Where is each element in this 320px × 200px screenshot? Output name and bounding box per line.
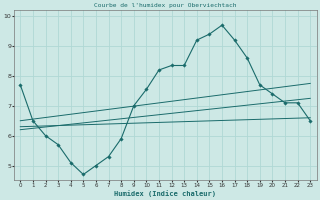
X-axis label: Humidex (Indice chaleur): Humidex (Indice chaleur) — [114, 190, 216, 197]
Title: Courbe de l'humidex pour Oberviechtach: Courbe de l'humidex pour Oberviechtach — [94, 3, 236, 8]
